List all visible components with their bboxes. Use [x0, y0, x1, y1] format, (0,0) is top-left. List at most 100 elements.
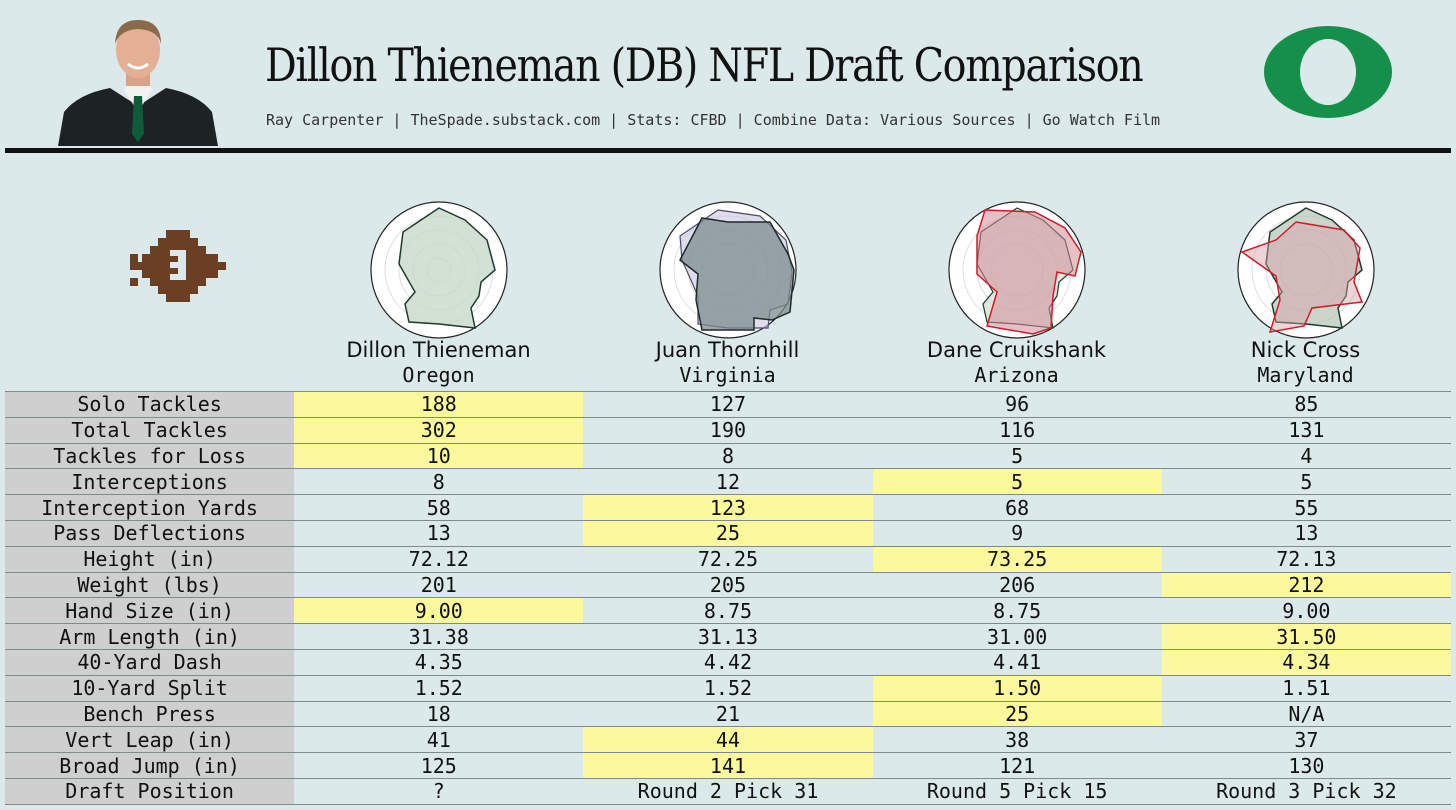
stat-value: 4.35	[294, 649, 584, 676]
stat-value: 31.13	[583, 623, 873, 650]
stat-value: 125	[294, 752, 584, 779]
stat-value: 72.25	[583, 546, 873, 573]
table-row: Interceptions 8 12 5 5	[5, 468, 1451, 496]
stat-value: 130	[1161, 752, 1451, 779]
stat-value: 96	[872, 391, 1162, 418]
stat-value: 38	[872, 726, 1162, 754]
oregon-o-logo-icon	[1264, 26, 1392, 118]
player-school: Virginia	[679, 363, 776, 387]
stat-value: 9	[872, 520, 1162, 547]
table-row: Vert Leap (in) 41 44 38 37	[5, 726, 1451, 754]
stat-value: 8	[583, 443, 873, 470]
stat-label: Vert Leap (in)	[5, 726, 295, 754]
player-photo-icon	[58, 16, 218, 146]
header: Dillon Thieneman (DB) NFL Draft Comparis…	[0, 0, 1456, 153]
stat-value: 4.41	[872, 649, 1162, 676]
stat-label: Solo Tackles	[5, 391, 295, 418]
stat-label: 10-Yard Split	[5, 675, 295, 702]
player-header-0: Dillon Thieneman Oregon	[294, 338, 583, 388]
radar-chart-cross	[1236, 200, 1376, 340]
stat-value: 25	[872, 701, 1162, 728]
table-row: 40-Yard Dash 4.35 4.42 4.41 4.34	[5, 649, 1451, 676]
stat-value: 72.13	[1161, 546, 1451, 573]
table-row: Interception Yards 58 123 68 55	[5, 494, 1451, 521]
stat-value: 44	[583, 726, 873, 754]
table-row: 10-Yard Split 1.52 1.52 1.50 1.51	[5, 675, 1451, 702]
stat-value: 201	[294, 572, 584, 599]
stat-value: 123	[583, 494, 873, 521]
player-name: Dillon Thieneman	[346, 338, 531, 362]
spade-pixel-logo-icon	[130, 230, 226, 302]
stat-value: 1.51	[1161, 675, 1451, 702]
radar-chart-thieneman	[369, 200, 509, 340]
stat-value: 1.50	[872, 675, 1162, 702]
stat-value: 5	[872, 468, 1162, 496]
player-header-1: Juan Thornhill Virginia	[583, 338, 872, 388]
stat-value: 73.25	[872, 546, 1162, 573]
stat-value: 31.50	[1161, 623, 1451, 650]
header-divider	[5, 148, 1451, 153]
stat-value: 10	[294, 443, 584, 470]
table-row: Broad Jump (in) 125 141 121 130	[5, 752, 1451, 779]
stats-table: Solo Tackles 188 127 96 85 Total Tackles 302 19…	[5, 391, 1451, 805]
stat-value: 8.75	[583, 597, 873, 625]
player-header-2: Dane Cruikshank Arizona	[872, 338, 1161, 388]
stat-value: 58	[294, 494, 584, 521]
stat-value: 212	[1161, 572, 1451, 599]
stat-value: 206	[872, 572, 1162, 599]
stat-value: 131	[1161, 417, 1451, 444]
stat-label: Bench Press	[5, 701, 295, 728]
stat-label: Pass Deflections	[5, 520, 295, 547]
stat-value: 5	[1161, 468, 1451, 496]
stat-value: 85	[1161, 391, 1451, 418]
stat-value: 127	[583, 391, 873, 418]
stat-value: Round 2 Pick 31	[583, 778, 873, 805]
stat-label: Interceptions	[5, 468, 295, 496]
stat-value: 8.75	[872, 597, 1162, 625]
stat-value: Round 5 Pick 15	[872, 778, 1162, 805]
stat-value: 21	[583, 701, 873, 728]
stat-value: 25	[583, 520, 873, 547]
stat-value: 141	[583, 752, 873, 779]
stat-value: 4.34	[1161, 649, 1451, 676]
stat-label: Tackles for Loss	[5, 443, 295, 470]
player-school: Arizona	[974, 363, 1059, 387]
stat-value: 68	[872, 494, 1162, 521]
stat-value: 1.52	[294, 675, 584, 702]
player-school: Oregon	[402, 363, 475, 387]
stat-value: 41	[294, 726, 584, 754]
player-header-3: Nick Cross Maryland	[1161, 338, 1450, 388]
stat-value: 205	[583, 572, 873, 599]
stat-value: 13	[1161, 520, 1451, 547]
page-subtitle: Ray Carpenter | TheSpade.substack.com | …	[266, 111, 1161, 129]
stat-value: 31.00	[872, 623, 1162, 650]
radar-chart-cruikshank	[947, 200, 1087, 340]
stat-value: 55	[1161, 494, 1451, 521]
stat-value: 116	[872, 417, 1162, 444]
stat-label: Hand Size (in)	[5, 597, 295, 625]
stat-value: 18	[294, 701, 584, 728]
table-row: Height (in) 72.12 72.25 73.25 72.13	[5, 546, 1451, 573]
stat-value: 121	[872, 752, 1162, 779]
table-row: Total Tackles 302 190 116 131	[5, 417, 1451, 444]
stat-value: 72.12	[294, 546, 584, 573]
stat-value: 13	[294, 520, 584, 547]
table-row: Pass Deflections 13 25 9 13	[5, 520, 1451, 547]
stat-value: N/A	[1161, 701, 1451, 728]
stat-value: Round 3 Pick 32	[1161, 778, 1451, 805]
page-title: Dillon Thieneman (DB) NFL Draft Comparis…	[265, 38, 1144, 92]
table-row: Draft Position? Round 2 Pick 31 Round 5 Pi…	[5, 778, 1451, 805]
stat-label: Weight (lbs)	[5, 572, 295, 599]
stat-label: Draft Position	[5, 778, 295, 805]
stat-value: 5	[872, 443, 1162, 470]
stat-label: Total Tackles	[5, 417, 295, 444]
stat-value: 4.42	[583, 649, 873, 676]
stat-label: Arm Length (in)	[5, 623, 295, 650]
player-school: Maryland	[1257, 363, 1354, 387]
player-name: Dane Cruikshank	[926, 338, 1107, 362]
player-name: Juan Thornhill	[655, 338, 800, 362]
stat-value: 31.38	[294, 623, 584, 650]
table-row: Tackles for Loss 10 8 5 4	[5, 443, 1451, 470]
stat-value: 9.00	[294, 597, 584, 625]
radar-chart-thornhill	[658, 200, 798, 340]
